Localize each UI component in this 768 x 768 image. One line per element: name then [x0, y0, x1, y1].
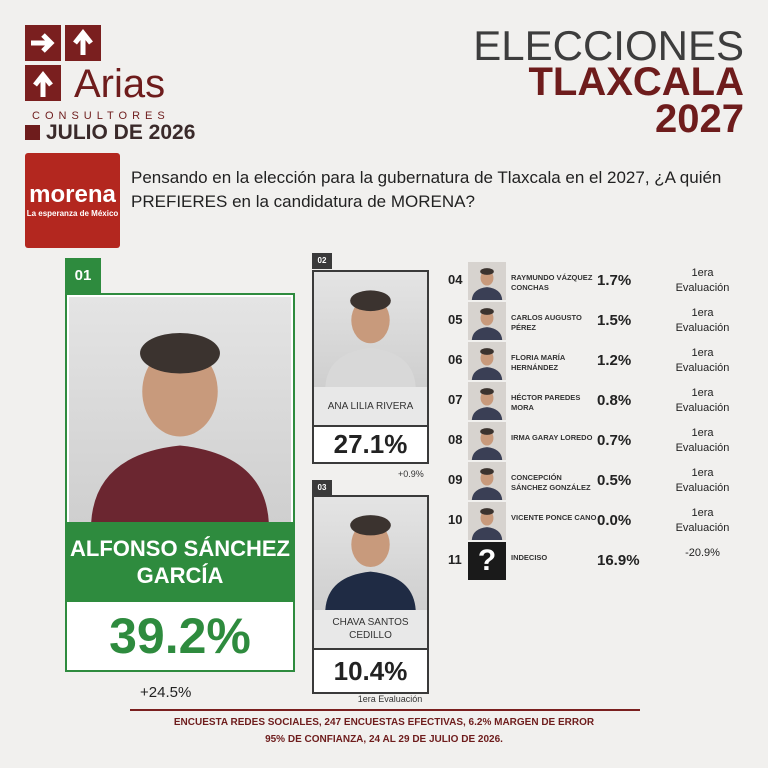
row-photo [468, 382, 506, 420]
photo-silhouette [471, 308, 503, 340]
row-photo [468, 302, 506, 340]
row-change: 1era Evaluación [675, 347, 730, 374]
row-value: 1.7% [597, 272, 632, 289]
candidate-photo [314, 497, 427, 610]
photo-silhouette [471, 348, 503, 380]
row-photo [468, 342, 506, 380]
rank: 11 [448, 552, 462, 567]
row-name: HÉCTOR PAREDES MORA [511, 393, 581, 412]
party-tagline: La esperanza de México [26, 209, 119, 218]
row-name: CARLOS AUGUSTO PÉREZ [511, 313, 582, 332]
row-name: INDECISO [511, 553, 548, 562]
candidate-value: 10.4% [314, 648, 427, 692]
row-change: 1era Evaluación [675, 427, 730, 454]
rank: 10 [448, 512, 463, 527]
row-name: IRMA GARAY LOREDO [511, 433, 593, 442]
rank: 04 [448, 272, 463, 287]
row-value: 0.0% [597, 512, 632, 529]
date-square [25, 125, 40, 140]
footer-line2: 95% DE CONFIANZA, 24 AL 29 DE JULIO DE 2… [265, 734, 503, 745]
rank: 07 [448, 392, 463, 407]
footer-rule [130, 709, 640, 711]
row-value: 16.9% [597, 552, 640, 569]
row-value: 0.5% [597, 472, 632, 489]
row-name: CONCEPCIÓN SÁNCHEZ GONZÁLEZ [511, 473, 591, 492]
rank: 06 [448, 352, 463, 367]
candidate-card: ALFONSO SÁNCHEZ GARCÍA 39.2% [65, 293, 295, 672]
candidate-photo [69, 297, 291, 522]
row-value: 0.7% [597, 432, 632, 449]
photo-silhouette [471, 428, 503, 460]
row-photo [468, 462, 506, 500]
candidate-name: ANA LILIA RIVERA [314, 387, 427, 425]
header-line3: 2027 [655, 97, 744, 141]
header-line1: ELECCIONES [473, 22, 744, 69]
row-change: 1era Evaluación [675, 387, 730, 414]
rank: 09 [448, 472, 463, 487]
brand-date: JULIO DE 2026 [46, 121, 196, 144]
row-photo [468, 502, 506, 540]
header-line2: TLAXCALA [528, 60, 744, 104]
row-change: 1era Evaluación [675, 267, 730, 294]
candidate-change: 1era Evaluación [357, 694, 423, 704]
row-photo [468, 262, 506, 300]
photo-silhouette [471, 468, 503, 500]
party-logo: morena La esperanza de México [25, 153, 120, 248]
rank-tab: 02 [312, 253, 332, 269]
footer-line1: ENCUESTA REDES SOCIALES, 247 ENCUESTAS E… [173, 717, 595, 728]
candidate-change: +24.5% [140, 684, 192, 701]
row-value: 1.5% [597, 312, 632, 329]
rank-tab: 03 [312, 480, 332, 496]
rank-tab: 01 [65, 258, 101, 294]
photo-silhouette [325, 515, 416, 610]
row-value: 1.2% [597, 352, 632, 369]
row-change: 1era Evaluación [675, 307, 730, 334]
photo-silhouette [91, 333, 269, 522]
photo-silhouette [325, 290, 416, 387]
logo-icon [25, 25, 101, 101]
rank: 08 [448, 432, 463, 447]
row-change: 1era Evaluación [675, 507, 730, 534]
candidate-photo [314, 272, 427, 387]
photo-silhouette [471, 268, 503, 300]
question: Pensando en la elección para la gubernat… [131, 168, 722, 211]
party-name: morena [29, 181, 116, 208]
row-change: 1era Evaluación [675, 467, 730, 494]
candidate-value: 27.1% [314, 425, 427, 462]
candidate-name: ALFONSO SÁNCHEZ GARCÍA [67, 522, 293, 602]
photo-silhouette [471, 388, 503, 420]
candidate-name: CHAVA SANTOS CEDILLO [314, 610, 427, 648]
candidate-value: 39.2% [109, 608, 251, 664]
candidate-card: ANA LILIA RIVERA 27.1% [312, 270, 429, 464]
row-value: 0.8% [597, 392, 632, 409]
row-photo: ? [468, 542, 506, 580]
candidate-card: CHAVA SANTOS CEDILLO 10.4% [312, 495, 429, 694]
brand-tagline: CONSULTORES [32, 110, 170, 122]
row-name: RAYMUNDO VÁZQUEZ CONCHAS [511, 273, 593, 292]
row-photo [468, 422, 506, 460]
row-name: FLORIA MARÍA HERNÁNDEZ [511, 353, 566, 372]
row-change: -20.9% [685, 547, 720, 559]
brand-name: Arias [74, 62, 166, 106]
candidate-change: +0.9% [398, 469, 424, 479]
rank: 05 [448, 312, 463, 327]
row-name: VICENTE PONCE CANO [511, 513, 597, 522]
photo-silhouette [471, 508, 503, 540]
